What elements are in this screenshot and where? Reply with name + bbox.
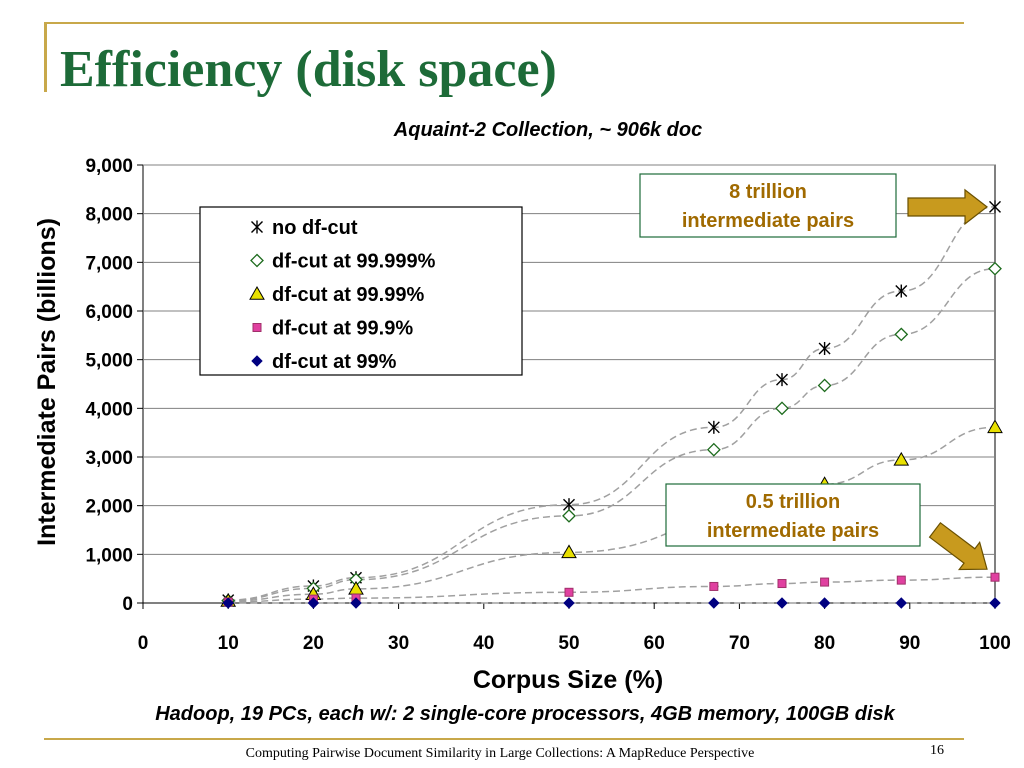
data-point-s3: [990, 572, 1000, 582]
trend-line-1: [228, 267, 996, 602]
x-tick-label: 70: [729, 633, 750, 654]
y-tick-label: 6,000: [85, 302, 133, 323]
data-point-s3: [896, 575, 906, 585]
legend-label-0: no df-cut: [272, 217, 358, 239]
x-tick-label: 60: [644, 633, 665, 654]
data-point-s1: [817, 378, 832, 393]
title-rule-left: [44, 22, 47, 92]
x-tick-label: 100: [979, 633, 1011, 654]
data-point-s2: [893, 451, 910, 466]
data-point-s3: [777, 579, 787, 589]
y-tick-label: 9,000: [85, 156, 133, 177]
data-point-s1: [775, 401, 789, 416]
data-point-s4: [818, 597, 831, 609]
legend-label-4: df-cut at 99%: [272, 351, 397, 373]
legend-box: [199, 206, 523, 376]
trend-line-0: [228, 206, 996, 601]
y-tick-label: 4,000: [85, 399, 133, 420]
legend-marker-1: [250, 253, 264, 268]
annotation-arrow-1: [928, 521, 988, 571]
legend-label-3: df-cut at 99.9%: [272, 318, 413, 340]
data-point-s2: [987, 419, 1003, 434]
annotation-arrow-0: [907, 188, 988, 226]
x-tick-label: 10: [218, 633, 239, 654]
data-point-s4: [563, 597, 575, 609]
legend-label-1: df-cut at 99.999%: [272, 251, 436, 273]
annotation-text-0: 8 trillion: [729, 181, 807, 203]
legend-marker-2: [249, 285, 265, 300]
footer-text: Computing Pairwise Document Similarity i…: [245, 746, 755, 761]
data-point-s1: [988, 261, 1002, 276]
data-point-s3: [820, 577, 830, 587]
data-point-s0: [818, 341, 831, 355]
page-number: 16: [930, 743, 944, 758]
chart-title: Aquaint-2 Collection, ~ 906k doc: [393, 119, 702, 141]
x-tick-label: 40: [473, 633, 494, 654]
data-point-s4: [776, 597, 788, 609]
data-point-s3: [709, 581, 719, 591]
data-point-s1: [562, 508, 576, 523]
y-tick-label: 7,000: [85, 253, 133, 274]
annotation-text-0: intermediate pairs: [682, 210, 854, 232]
y-tick-label: 1,000: [85, 545, 133, 566]
data-point-s0: [707, 420, 720, 434]
data-point-s4: [989, 597, 1001, 609]
slide-title: Efficiency (disk space): [60, 41, 557, 98]
data-point-s3: [564, 587, 574, 597]
data-point-s0: [989, 200, 1001, 214]
y-tick-label: 5,000: [85, 351, 133, 372]
legend-label-2: df-cut at 99.99%: [272, 284, 424, 306]
x-axis-label: Corpus Size (%): [473, 666, 663, 694]
annotation-box-0: [639, 173, 897, 238]
data-point-s4: [895, 597, 907, 609]
x-tick-label: 0: [138, 633, 149, 654]
data-point-s4: [307, 597, 320, 609]
legend-marker-4: [251, 355, 263, 367]
annotation-text-1: 0.5 trillion: [746, 491, 840, 513]
y-tick-label: 3,000: [85, 448, 133, 469]
legend-marker-3: [252, 323, 262, 332]
chart: Aquaint-2 Collection, ~ 906k doc 0 1,000 2…: [33, 119, 1011, 725]
data-point-s4: [708, 597, 720, 609]
y-tick-label: 2,000: [85, 497, 133, 518]
data-point-s2: [561, 544, 577, 559]
x-tick-label: 80: [814, 633, 835, 654]
data-point-s0: [895, 284, 908, 298]
x-tick-label: 20: [303, 633, 324, 654]
y-tick-label: 8,000: [85, 205, 133, 226]
y-axis-label: Intermediate Pairs (billions): [33, 218, 61, 546]
footer-rule: [44, 738, 964, 740]
x-tick-label: 90: [899, 633, 920, 654]
x-tick-label: 50: [558, 633, 579, 654]
chart-caption: Hadoop, 19 PCs, each w/: 2 single-core p…: [155, 703, 895, 725]
x-tick-label: 30: [388, 633, 409, 654]
data-point-s1: [706, 442, 721, 457]
plot-area: 0 1,000 2,000 3,000 4,000 5,000 6,000 7,000 8,00…: [85, 156, 1010, 654]
legend-marker-0: [251, 220, 263, 234]
data-point-s1: [894, 327, 909, 342]
annotation-text-1: intermediate pairs: [707, 520, 879, 542]
data-point-s4: [350, 597, 362, 609]
data-point-s0: [776, 373, 788, 387]
title-rule-top: [44, 22, 964, 24]
data-point-s4: [222, 597, 234, 609]
y-tick-label: 0: [122, 594, 133, 615]
annotation-box-1: [665, 483, 921, 547]
trend-line-3: [228, 576, 996, 603]
